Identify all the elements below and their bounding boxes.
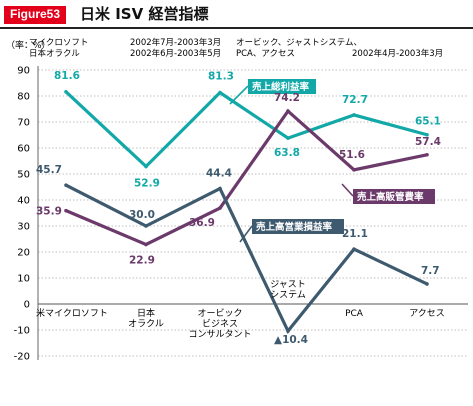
category-label: ジャストシステム: [270, 280, 306, 301]
y-tick-label: 10: [17, 274, 30, 285]
series-name-label: 売上高販管費率: [357, 191, 424, 203]
period-note-line: マイクロソフト: [29, 38, 88, 48]
data-label: ▲10.4: [274, 334, 308, 346]
data-label: 7.7: [421, 265, 440, 277]
period-note-line: 2002年7月-2003年3月: [130, 37, 221, 48]
category-label: PCA: [345, 309, 364, 319]
figure-badge: Figure53: [4, 6, 67, 24]
series-name-box: [353, 189, 435, 204]
data-label: 72.7: [342, 94, 368, 106]
data-point: [425, 132, 429, 137]
y-tick-label: 0: [24, 300, 30, 311]
data-label: 45.7: [36, 164, 62, 176]
category-label: アクセス: [409, 308, 445, 319]
period-note: 2002年7月-2003年3月 2002年6月-2003年5月: [130, 37, 221, 59]
period-note: 2002年4月-2003年3月: [352, 48, 443, 59]
series-lines: [64, 90, 429, 335]
figure-header: Figure53 日米 ISV 経営指標: [0, 0, 473, 30]
title-divider: [0, 27, 473, 29]
data-point: [64, 208, 68, 213]
data-point: [64, 90, 68, 94]
series-line: [65, 183, 428, 335]
data-point: [218, 90, 222, 95]
data-point: [218, 206, 222, 210]
callout-leader: [341, 183, 354, 197]
data-label: 81.6: [54, 70, 80, 82]
period-note: マイクロソフト日本オラクル: [29, 38, 88, 59]
data-label: 57.4: [415, 136, 441, 148]
period-note-line: 2002年4月-2003年3月: [352, 48, 443, 59]
series-name-box: [248, 79, 316, 94]
category-label-line: システム: [270, 290, 306, 301]
data-label: 44.4: [206, 168, 232, 180]
period-note-line: PCA、アクセス: [236, 49, 295, 59]
category-label-line: ジャスト: [270, 280, 306, 290]
category-labels: 米マイクロソフト 日本オラクルオービックビジネスコンサルタントジャストシステムPC…: [36, 280, 445, 340]
data-label: 36.9: [189, 217, 215, 229]
data-point: [64, 183, 68, 187]
series-name-box: [252, 219, 344, 234]
series-line: [64, 90, 428, 169]
data-label: 52.9: [134, 177, 160, 189]
category-label-line: PCA: [345, 309, 364, 319]
category-label: 日本オラクル: [128, 307, 164, 330]
period-note: オービック、ジャストシステム、 PCA、アクセス: [236, 38, 362, 59]
data-point: [352, 113, 356, 117]
data-point: [144, 164, 148, 169]
data-label: 63.8: [274, 147, 300, 159]
category-label-line: 日本: [137, 307, 155, 319]
y-tick-label: 60: [17, 144, 30, 155]
data-label: 51.6: [339, 149, 365, 161]
data-point: [286, 109, 290, 113]
data-point: [144, 242, 148, 247]
figure-title: 日米 ISV 経営指標: [80, 5, 209, 23]
data-label: 65.1: [415, 116, 441, 128]
data-point: [286, 329, 290, 333]
category-label-line: オービック: [197, 308, 242, 319]
data-label: 81.3: [208, 71, 234, 83]
data-label: 74.2: [274, 92, 300, 104]
series-name-label: 売上総利益率: [252, 81, 310, 93]
y-tick-label: 50: [17, 170, 30, 181]
data-point: [425, 282, 429, 286]
category-label-line: ビジネス: [202, 319, 238, 330]
data-label: 30.0: [129, 209, 155, 221]
period-note-line: 日本オラクル: [29, 48, 80, 59]
y-tick-label: -20: [14, 352, 30, 363]
data-point: [425, 152, 429, 157]
callout-leader: [229, 85, 249, 105]
series-line: [65, 108, 428, 247]
data-point: [286, 136, 290, 140]
y-tick-label: 90: [17, 66, 30, 77]
unit-label: （率：%）: [6, 39, 51, 51]
series-name-label: 売上高営業損益率: [256, 221, 333, 233]
y-tick-label: 80: [17, 92, 30, 103]
callout-leader: [239, 225, 253, 243]
y-tick-label: 20: [17, 248, 30, 259]
period-note-line: 2002年6月-2003年5月: [130, 48, 221, 59]
data-point: [218, 186, 222, 191]
data-label: 35.9: [36, 206, 62, 218]
y-tick-label: 70: [17, 118, 30, 129]
data-labels: 81.6 52.9 81.3 63.8 72.7 65.1 35.9 22.9 36.9 74.2…: [36, 70, 441, 346]
y-tick-label: -10: [14, 326, 30, 337]
category-label: 米マイクロソフト: [36, 307, 108, 319]
data-point: [352, 168, 356, 172]
category-label-line: オラクル: [128, 319, 164, 330]
data-label: 21.1: [342, 228, 368, 240]
category-label: オービックビジネスコンサルタント: [188, 308, 251, 340]
data-point: [352, 247, 356, 251]
y-tick-label: 40: [17, 196, 30, 207]
data-point: [144, 224, 148, 228]
data-label: 22.9: [129, 254, 155, 266]
y-tick-label: 30: [17, 222, 30, 233]
category-label-line: アクセス: [409, 308, 445, 319]
period-notes: マイクロソフト日本オラクル 2002年7月-2003年3月 2002年6月-2003…: [29, 37, 443, 59]
category-label-line: コンサルタント: [188, 329, 251, 340]
category-label-line: 米マイクロソフト: [36, 307, 108, 319]
period-note-line: オービック、ジャストシステム、: [236, 38, 362, 48]
grid: 90 80 70 60 50 40 30 20 10 0 -10 -20: [14, 66, 468, 363]
